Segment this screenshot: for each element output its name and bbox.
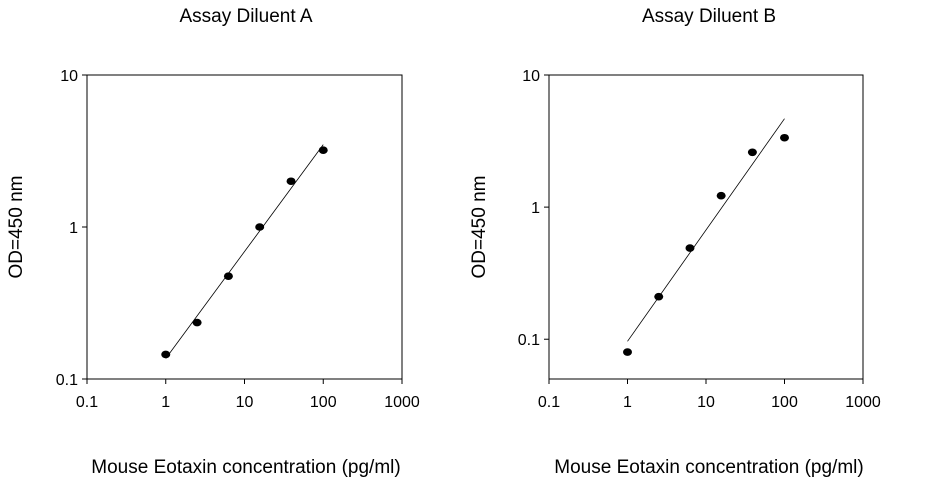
- data-point: [223, 272, 233, 280]
- x-tick-label: 1000: [845, 394, 881, 411]
- chart-panel-a: Assay Diluent A OD=450 nm Mouse Eotaxin …: [6, 6, 420, 478]
- y-tick-label: 1: [69, 220, 78, 237]
- fit-line: [165, 144, 324, 359]
- y-tick-label: 10: [522, 68, 540, 85]
- x-tick-label: 100: [771, 394, 798, 411]
- data-point: [255, 223, 265, 231]
- y-tick-label: 10: [60, 68, 78, 85]
- chart-title: Assay Diluent B: [642, 6, 776, 27]
- fit-line: [627, 118, 785, 342]
- x-tick-label: 1000: [384, 394, 420, 411]
- y-axis-label: OD=450 nm: [469, 176, 490, 279]
- x-tick-label: 1: [623, 394, 632, 411]
- x-tick-label: 100: [310, 394, 337, 411]
- data-point: [654, 292, 664, 301]
- x-tick-label: 0.1: [76, 394, 98, 411]
- y-tick-label: 0.1: [56, 372, 78, 389]
- data-point: [286, 177, 296, 186]
- data-point: [716, 191, 726, 200]
- data-point: [161, 350, 171, 359]
- x-tick-label: 10: [236, 394, 254, 411]
- chart-title: Assay Diluent A: [179, 6, 312, 27]
- x-axis-label: Mouse Eotaxin concentration (pg/ml): [554, 457, 863, 478]
- data-point: [318, 146, 328, 155]
- data-point: [685, 244, 695, 252]
- data-point: [623, 348, 632, 356]
- y-tick-label: 0.1: [518, 332, 540, 349]
- plot-frame: [548, 74, 864, 380]
- x-tick-label: 10: [697, 394, 715, 411]
- y-axis-label: OD=450 nm: [6, 176, 27, 279]
- data-point: [747, 148, 757, 157]
- chart-panel-b: Assay Diluent B OD=450 nm Mouse Eotaxin …: [469, 6, 881, 478]
- y-tick-label: 1: [531, 200, 540, 217]
- x-axis-label: Mouse Eotaxin concentration (pg/ml): [91, 457, 400, 478]
- x-tick-label: 0.1: [538, 394, 560, 411]
- data-point: [192, 318, 202, 327]
- data-point: [780, 133, 789, 142]
- plot-frame: [86, 74, 403, 380]
- x-tick-label: 1: [161, 394, 170, 411]
